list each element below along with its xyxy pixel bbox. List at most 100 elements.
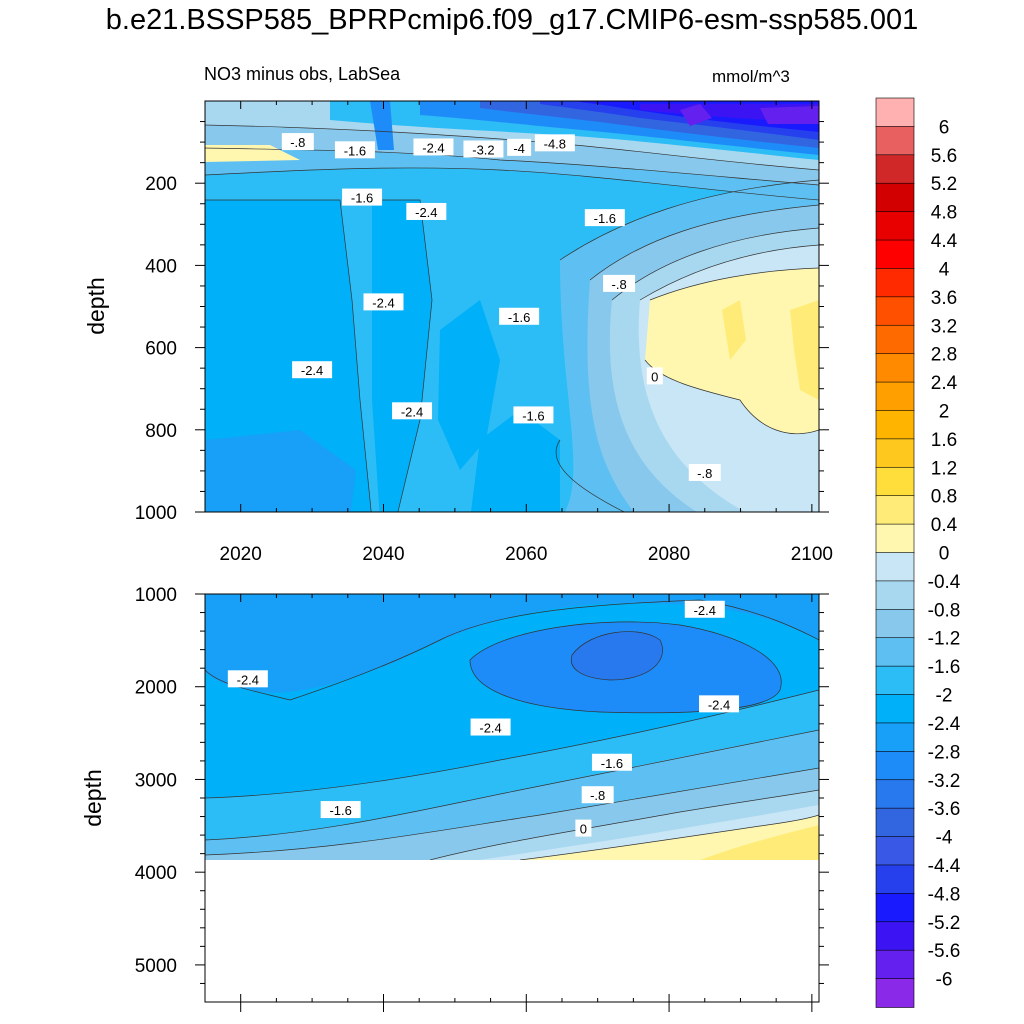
colorbar-swatch xyxy=(875,921,915,951)
axis-ticks: 2020 2040 2060 2080 2100 200 400 600 800 1000 1000… xyxy=(135,101,833,1012)
contour-label-box xyxy=(699,695,740,713)
colorbar: 6 5.6 5.2 4.8 4.4 4 3.6 3.2 2.8 2.4 2 1.6 1.2 0.8 0.4 0… xyxy=(875,97,961,1008)
contour-label-text: -.8 xyxy=(612,277,627,292)
colorbar-label: 4.4 xyxy=(931,231,958,252)
contour-label-text: -2.4 xyxy=(415,205,437,220)
colorbar-swatch xyxy=(875,324,915,355)
colorbar-label: 4.8 xyxy=(931,203,957,224)
colorbar-swatch xyxy=(875,978,915,1008)
colorbar-swatch xyxy=(875,353,915,383)
colorbar-swatch xyxy=(875,495,915,525)
colorbar-label: -4.4 xyxy=(928,856,961,877)
upper-ylabel: depth xyxy=(83,277,109,335)
colorbar-label: -2 xyxy=(936,686,953,707)
upper-panel-title: NO3 minus obs, LabSea xyxy=(204,64,401,84)
contour-label-text: 0 xyxy=(580,822,587,837)
contour-label: -2.4 xyxy=(699,695,740,713)
contour-label: -.8 xyxy=(281,133,314,151)
units-label: mmol/m^3 xyxy=(712,67,790,86)
contour-label-text: -1.6 xyxy=(601,756,623,771)
contour-label: -2.4 xyxy=(470,718,511,736)
contour-label-text: -4 xyxy=(513,141,525,156)
colorbar-swatch xyxy=(875,523,915,554)
contour-label-box xyxy=(534,134,575,152)
contour-label-text: -2.4 xyxy=(422,140,444,155)
contour-label: 0 xyxy=(646,367,663,385)
colorbar-label: 0.4 xyxy=(931,515,958,536)
x-tick-label: 2020 xyxy=(220,544,262,565)
x-tick-label: 2040 xyxy=(362,544,404,565)
colorbar-swatch xyxy=(875,949,915,980)
contour-label-text: -2.4 xyxy=(401,404,423,419)
colorbar-label: -1.2 xyxy=(928,629,961,650)
contour-label-text: -2.4 xyxy=(694,603,716,618)
colorbar-label: -0.8 xyxy=(928,600,961,621)
contour-label-box xyxy=(499,307,540,325)
colorbar-label: 4 xyxy=(939,259,950,280)
contour-label-box xyxy=(363,293,404,311)
colorbar-label: 6 xyxy=(939,117,950,138)
contour-label-box xyxy=(507,138,532,156)
contour-label-text: -1.6 xyxy=(351,191,373,206)
contour-label-box xyxy=(227,670,268,688)
colorbar-label: 3.6 xyxy=(931,288,957,309)
contour-label-text: -.8 xyxy=(290,135,305,150)
colorbar-label: 1.2 xyxy=(931,458,957,479)
upper-y-tick-label: 800 xyxy=(145,421,177,442)
x-tick-label: 2100 xyxy=(791,544,833,565)
lower-y-tick-label: 5000 xyxy=(135,956,177,977)
contour-label-box xyxy=(413,138,454,156)
colorbar-swatch xyxy=(875,296,915,327)
colorbar-swatch xyxy=(875,580,915,611)
contour-label-box xyxy=(646,367,663,385)
colorbar-label: 3.2 xyxy=(931,316,957,337)
contour-label: -2.4 xyxy=(392,402,433,420)
colorbar-swatch xyxy=(875,211,915,241)
contour-label: -1.6 xyxy=(591,753,632,771)
colorbar-label: 0 xyxy=(939,544,950,565)
colorbar-swatch xyxy=(875,864,915,895)
contour-label: -4 xyxy=(507,138,532,156)
colorbar-label: -2.8 xyxy=(928,742,961,763)
colorbar-label: -5.2 xyxy=(928,913,961,934)
upper-y-tick-label: 400 xyxy=(145,256,177,277)
colorbar-label: 2.8 xyxy=(931,345,957,366)
contour-label: -2.4 xyxy=(406,202,447,220)
contour-label-box xyxy=(292,361,333,379)
contour-label-box xyxy=(334,141,375,159)
contour-label-text: -2.4 xyxy=(237,672,259,687)
contour-label: 0 xyxy=(575,819,592,837)
lower-y-tick-label: 1000 xyxy=(135,585,177,606)
contour-label-text: -2.4 xyxy=(372,295,394,310)
contour-label-box xyxy=(320,801,361,819)
lower-contour-lines xyxy=(205,599,819,860)
colorbar-swatch xyxy=(875,552,915,582)
contour-label-text: -2.4 xyxy=(708,697,730,712)
contour-label-box xyxy=(406,202,447,220)
contour-label-box xyxy=(470,718,511,736)
contour-label: -.8 xyxy=(581,786,614,804)
colorbar-swatch xyxy=(875,410,915,440)
contour-label: -2.4 xyxy=(363,293,404,311)
contour-label-box xyxy=(603,274,636,292)
colorbar-label: -4 xyxy=(936,828,953,849)
upper-y-tick-label: 1000 xyxy=(135,503,177,524)
colorbar-swatch xyxy=(875,239,915,270)
contour-labels: -.8 -1.6 -2.4 -3.2 -4 -4.8 -1.6 -2.4 -1.6 -.8 -2.4… xyxy=(227,133,740,837)
colorbar-swatch xyxy=(875,637,915,667)
colorbar-swatch xyxy=(875,665,915,696)
colorbar-swatch xyxy=(875,751,915,781)
contour-label-box xyxy=(575,819,592,837)
contour-label-text: -1.6 xyxy=(508,310,530,325)
colorbar-label: -2.4 xyxy=(928,714,961,735)
colorbar-swatch xyxy=(875,126,915,156)
contour-label: -1.6 xyxy=(342,188,383,206)
contour-label: -1.6 xyxy=(499,307,540,325)
colorbar-swatch xyxy=(875,154,915,185)
contour-label-text: -.8 xyxy=(590,788,605,803)
lower-y-tick-label: 3000 xyxy=(135,770,177,791)
colorbar-label: 1.6 xyxy=(931,430,957,451)
colorbar-swatch xyxy=(875,182,915,213)
contour-label-box xyxy=(591,753,632,771)
contour-label: -2.4 xyxy=(684,600,725,618)
